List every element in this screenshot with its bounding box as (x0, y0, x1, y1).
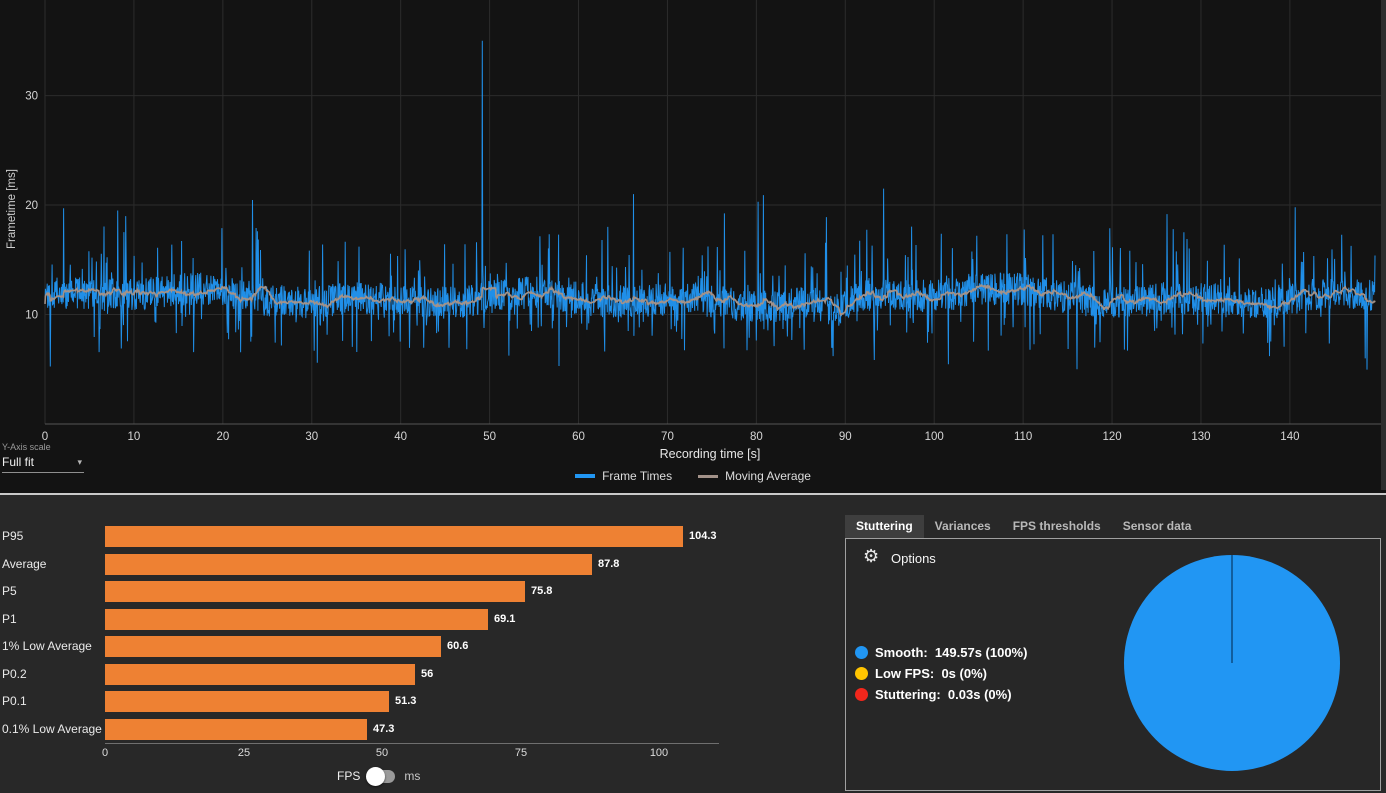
tab-sensor-data[interactable]: Sensor data (1122, 519, 1192, 533)
gear-icon[interactable]: ⚙ (863, 546, 880, 566)
bar-category-label: P0.1 (2, 694, 27, 708)
frametime-chart-panel: 0 10 20 30 40 50 60 70 80 90 100 110 120 130 140 10 20 30… (0, 0, 1386, 490)
unit-toggle-row: FPS ms (337, 766, 420, 786)
bar (105, 636, 441, 657)
chart-legend: Frame Times Moving Average (0, 469, 1386, 483)
svg-text:130: 130 (1191, 431, 1210, 443)
moving-average-series (44, 283, 1376, 317)
analysis-bottom-panel: P95 104.3 Average 87.8 P5 75.8 P1 69.1 1% Low Av… (0, 495, 1386, 793)
fps-ms-toggle[interactable] (366, 766, 396, 786)
svg-text:60: 60 (572, 431, 585, 443)
svg-text:90: 90 (839, 431, 852, 443)
bar-value-label: 104.3 (689, 530, 717, 542)
tab-fps-thresholds[interactable]: FPS thresholds (1012, 519, 1101, 533)
analysis-tabs: Stuttering Variances FPS thresholds Sensor … (845, 515, 1202, 538)
bar-x-tick: 25 (237, 747, 251, 759)
frametime-chart[interactable]: 0 10 20 30 40 50 60 70 80 90 100 110 120 130 140 10 20 30 (0, 0, 1386, 460)
moving-average-legend-item: Moving Average (698, 469, 811, 483)
svg-text:30: 30 (25, 91, 38, 103)
bar-category-label: P95 (2, 529, 24, 543)
svg-text:0: 0 (42, 431, 48, 443)
svg-text:30: 30 (305, 431, 318, 443)
stutter-legend-item-stuttering: Stuttering: 0.03s (0%) (855, 686, 1027, 702)
svg-text:10: 10 (25, 310, 38, 322)
bar (105, 526, 683, 547)
legend-dot-icon (855, 666, 868, 680)
bar-value-label: 75.8 (531, 585, 553, 597)
frame-times-legend-item: Frame Times (575, 469, 672, 483)
bar (105, 608, 488, 630)
bar (105, 581, 525, 602)
svg-text:140: 140 (1280, 431, 1299, 443)
x-axis-title: Recording time [s] (659, 447, 761, 461)
bar (105, 553, 592, 575)
svg-text:40: 40 (394, 431, 407, 443)
fps-unit-label: FPS (337, 769, 361, 783)
y-axis-scale-caption: Y-Axis scale (2, 442, 51, 452)
stuttering-box: ⚙ Options Smooth: 149.57s (100%) Low FPS:… (845, 538, 1381, 791)
stutter-legend-item-low-fps: Low FPS: 0s (0%) (855, 665, 1027, 681)
svg-text:50: 50 (483, 431, 496, 443)
stutter-legend-item-smooth: Smooth: 149.57s (100%) (855, 644, 1027, 660)
legend-dot-icon (855, 687, 868, 701)
chevron-down-icon: ▾ (77, 456, 82, 467)
ms-unit-label: ms (404, 769, 421, 783)
bar-value-label: 87.8 (598, 557, 620, 570)
moving-average-legend-label: Moving Average (725, 469, 811, 483)
bar (105, 663, 415, 685)
bar-x-tick: 50 (375, 747, 389, 759)
frame-times-line-icon (575, 474, 596, 478)
bar-category-label: P5 (2, 584, 17, 598)
moving-average-line-icon (698, 474, 719, 478)
y-axis-title: Frametime [ms] (6, 169, 18, 249)
legend-text: Smooth: 149.57s (100%) (875, 644, 1028, 660)
bar-value-label: 69.1 (494, 612, 516, 625)
y-axis-scale-dropdown[interactable]: Full fit ▾ (2, 452, 84, 473)
svg-text:20: 20 (216, 431, 229, 443)
bar-category-label: 0.1% Low Average (2, 721, 102, 736)
stutter-pie-chart (1124, 555, 1340, 771)
options-label: Options (891, 551, 936, 566)
bar-value-label: 51.3 (395, 695, 417, 707)
bar-value-label: 60.6 (447, 640, 469, 652)
bar-value-label: 47.3 (373, 722, 395, 735)
bar-category-label: Average (2, 556, 47, 571)
bar-category-label: 1% Low Average (2, 639, 92, 653)
legend-text: Low FPS: 0s (0%) (875, 665, 987, 681)
bar-category-label: P1 (2, 611, 17, 626)
bar-value-label: 56 (421, 667, 434, 680)
y-axis-scale-value: Full fit (2, 455, 35, 469)
bar (105, 691, 389, 712)
svg-text:20: 20 (25, 200, 38, 212)
svg-text:100: 100 (925, 431, 944, 443)
scrollbar[interactable] (1381, 0, 1386, 490)
svg-text:80: 80 (750, 431, 763, 443)
bar-x-tick: 100 (649, 747, 669, 759)
tab-stuttering[interactable]: Stuttering (845, 515, 924, 538)
svg-text:10: 10 (128, 431, 141, 443)
svg-text:110: 110 (1014, 431, 1032, 443)
svg-text:120: 120 (1102, 431, 1121, 443)
legend-dot-icon (855, 645, 868, 659)
bar-x-axis (105, 743, 719, 744)
legend-text: Stuttering: 0.03s (0%) (875, 686, 1012, 702)
frame-times-legend-label: Frame Times (602, 469, 673, 483)
svg-text:70: 70 (661, 431, 674, 443)
stuttering-panel: Stuttering Variances FPS thresholds Sensor … (845, 495, 1386, 793)
fps-percentile-bar-chart: P95 104.3 Average 87.8 P5 75.8 P1 69.1 1% Low Av… (0, 495, 845, 793)
y-axis-scale-control: Y-Axis scale Full fit ▾ (2, 442, 84, 473)
bar (105, 718, 367, 740)
bar-x-tick: 0 (101, 747, 109, 759)
tab-variances[interactable]: Variances (934, 519, 991, 533)
bar-category-label: P0.2 (2, 666, 27, 681)
toggle-knob-icon[interactable] (366, 766, 386, 786)
bar-x-tick: 75 (514, 747, 528, 759)
panel-splitter[interactable] (0, 493, 1386, 495)
stutter-legend: Smooth: 149.57s (100%) Low FPS: 0s (0%) St… (855, 644, 1027, 702)
